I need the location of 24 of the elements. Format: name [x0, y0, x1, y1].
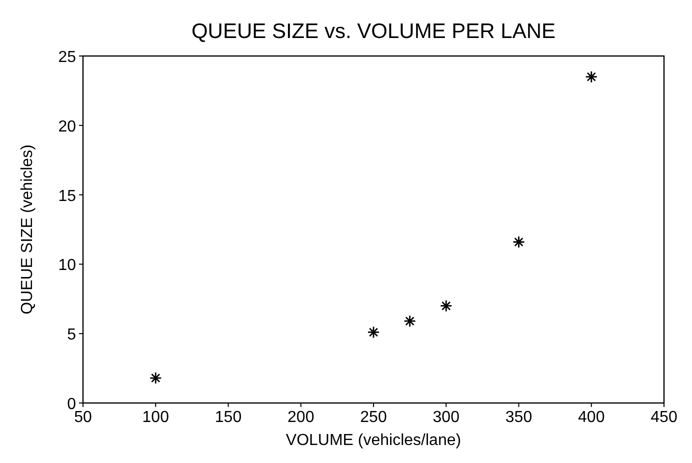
x-tick-label: 300	[432, 409, 460, 426]
x-tick-label: 200	[288, 409, 314, 426]
point	[404, 314, 416, 328]
point	[512, 236, 525, 248]
chart-title: QUEUE SIZE vs. VOLUME PER LANE	[191, 20, 556, 43]
x-tick-label: 50	[74, 409, 92, 426]
point	[440, 300, 452, 312]
x-tick-label: 350	[505, 409, 532, 426]
y-tick-label: 0	[67, 396, 76, 413]
point	[367, 326, 380, 338]
y-tick-label: 25	[58, 49, 76, 66]
x-axis-title: VOLUME (vehicles/lane)	[286, 432, 462, 449]
x-tick-label: 450	[650, 409, 678, 426]
y-axis-title: QUEUE SIZE (vehicles)	[19, 144, 36, 314]
y-tick-label: 5	[67, 326, 76, 344]
y-tick-label: 20	[58, 118, 76, 136]
y-tick-label: 10	[58, 257, 76, 274]
x-tick-label: 400	[578, 409, 605, 426]
x-tick-label: 150	[214, 409, 242, 426]
x-tick-label: 100	[142, 409, 170, 426]
point	[585, 70, 598, 84]
y-tick-label: 15	[58, 188, 76, 205]
point	[149, 372, 162, 384]
x-tick-label: 250	[360, 409, 387, 426]
